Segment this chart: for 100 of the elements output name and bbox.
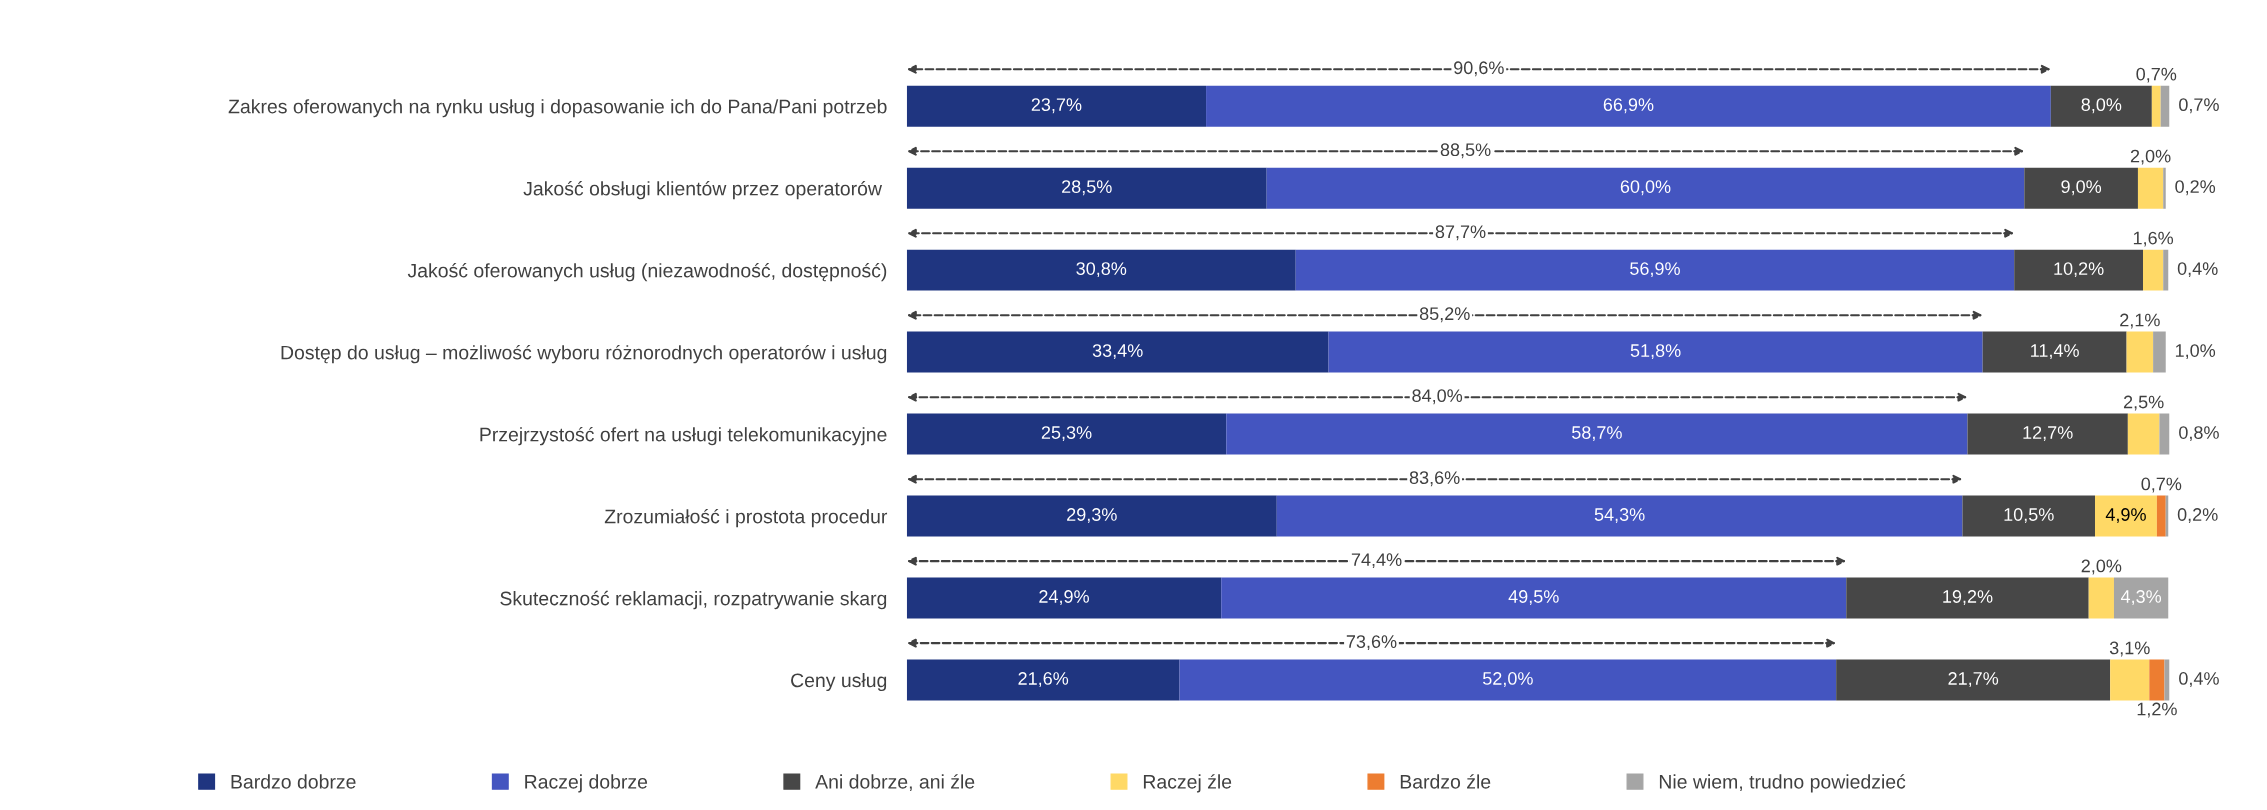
bar — [2153, 331, 2166, 373]
annotation: 85,2% — [1419, 307, 1470, 323]
bar — [1982, 331, 2127, 373]
bar — [2149, 659, 2165, 701]
data-label: 28,5% — [1062, 180, 1112, 196]
bar — [2088, 577, 2114, 619]
data-label: 12,7% — [2023, 426, 2073, 442]
bar — [1846, 577, 2089, 619]
data-label: 0,2% — [2177, 508, 2218, 524]
data-label: 60,0% — [1620, 180, 1671, 196]
bar — [906, 331, 1329, 373]
bar — [2127, 413, 2160, 455]
data-label: 23,7% — [1031, 98, 1082, 114]
bar — [2126, 331, 2154, 373]
annotation: 87,7% — [1435, 225, 1486, 241]
bar — [906, 167, 1267, 209]
bar — [906, 85, 1207, 127]
legend-label: Bardzo źle — [1400, 774, 1491, 789]
bar — [906, 495, 1277, 537]
bar — [906, 413, 1227, 455]
bar — [2160, 85, 2170, 127]
data-label: 21,7% — [1948, 672, 1999, 687]
bar — [2024, 167, 2138, 209]
bar — [2159, 413, 2170, 455]
data-label: 4,9% — [2105, 508, 2146, 524]
data-label: 1,2% — [2137, 702, 2177, 718]
bar — [2156, 495, 2166, 537]
bar — [1179, 659, 1837, 701]
annotation: 73,6% — [1346, 635, 1397, 651]
legend-label: Nie wiem, trudno powiedzieć — [1659, 774, 1906, 793]
data-label: 51,8% — [1630, 344, 1681, 360]
data-label: 0,4% — [2179, 672, 2219, 687]
bar — [1967, 413, 2128, 455]
data-label: 9,0% — [2061, 180, 2102, 196]
data-label: 54,3% — [1594, 508, 1645, 524]
data-label: 56,9% — [1630, 262, 1680, 278]
bar — [1328, 331, 1983, 373]
legend-label: Raczej dobrze — [525, 774, 648, 793]
annotation: 74,4% — [1351, 553, 1402, 569]
data-label: 66,9% — [1603, 98, 1654, 114]
data-label: 0,4% — [2177, 262, 2218, 278]
annotation: 90,6% — [1454, 61, 1504, 77]
bar — [2113, 577, 2169, 619]
bar — [2050, 85, 2152, 127]
annotation: 83,6% — [1409, 471, 1460, 487]
legend-label: Bardzo dobrze — [231, 774, 356, 789]
data-label: 8,0% — [2081, 98, 2122, 114]
data-label: 24,9% — [1039, 590, 1089, 606]
bar — [1276, 495, 1963, 537]
data-label: 19,2% — [1943, 590, 1993, 606]
data-label: 30,8% — [1076, 262, 1127, 278]
data-label: 2,5% — [2123, 395, 2164, 411]
data-label: 52,0% — [1482, 672, 1533, 687]
y-tick-label: Ceny usług — [791, 672, 887, 692]
y-tick-label: Jakość obsługi klientów przez operatorów — [523, 180, 883, 200]
bar — [906, 659, 1180, 701]
bar — [1962, 495, 2096, 537]
data-label: 2,1% — [2120, 313, 2160, 329]
bar — [1295, 249, 2015, 291]
data-label: 21,6% — [1018, 672, 1069, 687]
bar — [2151, 85, 2161, 127]
bar — [2164, 659, 2170, 701]
legend-label: Ani dobrze, ani źle — [815, 774, 975, 791]
bar — [1266, 167, 2025, 209]
y-tick-label: Zakres oferowanych na rynku usług i dopasowanie ich do Pana/Pani potrzeb — [228, 99, 887, 118]
bar — [2137, 167, 2164, 209]
data-label: 1,0% — [2175, 344, 2216, 360]
bar — [2163, 249, 2169, 291]
data-label: 33,4% — [1092, 344, 1143, 360]
bar — [1206, 85, 2051, 127]
legend-label: Raczej źle — [1143, 774, 1232, 793]
data-label: 2,0% — [2081, 559, 2122, 575]
y-tick-label: Jakość oferowanych usług (niezawodność, dostępność) — [407, 262, 887, 282]
data-label: 1,6% — [2133, 231, 2174, 247]
bar — [906, 577, 1222, 619]
y-tick-label: Dostęp do usług – możliwość wyboru różnorodnych operatorów i usług — [281, 344, 887, 364]
bar — [2143, 249, 2164, 291]
data-label: 0,8% — [2179, 426, 2219, 442]
bar — [2095, 495, 2157, 537]
data-label: 0,7% — [2141, 477, 2182, 493]
bar — [1226, 413, 1968, 455]
bar — [906, 249, 1296, 291]
data-label: 2,0% — [2130, 149, 2171, 165]
data-label: 3,1% — [2109, 641, 2150, 657]
y-tick-label: Przejrzystość ofert na usługi telekomunikacyjne — [480, 426, 887, 446]
bar — [1221, 577, 1847, 619]
data-label: 25,3% — [1041, 426, 1092, 442]
y-tick-label: Zrozumiałość i prostota procedur — [604, 508, 888, 528]
y-tick-label: Skuteczność reklamacji, rozpatrywanie skarg — [500, 590, 887, 610]
data-label: 49,5% — [1508, 590, 1559, 606]
annotation: 88,5% — [1440, 143, 1491, 159]
bar — [2110, 659, 2150, 701]
bar — [2014, 249, 2143, 291]
data-label: 29,3% — [1067, 508, 1117, 524]
bar — [2163, 167, 2166, 209]
data-label: 0,7% — [2136, 67, 2177, 83]
bar — [1836, 659, 2111, 701]
data-label: 11,4% — [2031, 344, 2079, 360]
data-label: 4,3% — [2120, 590, 2162, 606]
data-label: 10,5% — [2004, 508, 2054, 524]
